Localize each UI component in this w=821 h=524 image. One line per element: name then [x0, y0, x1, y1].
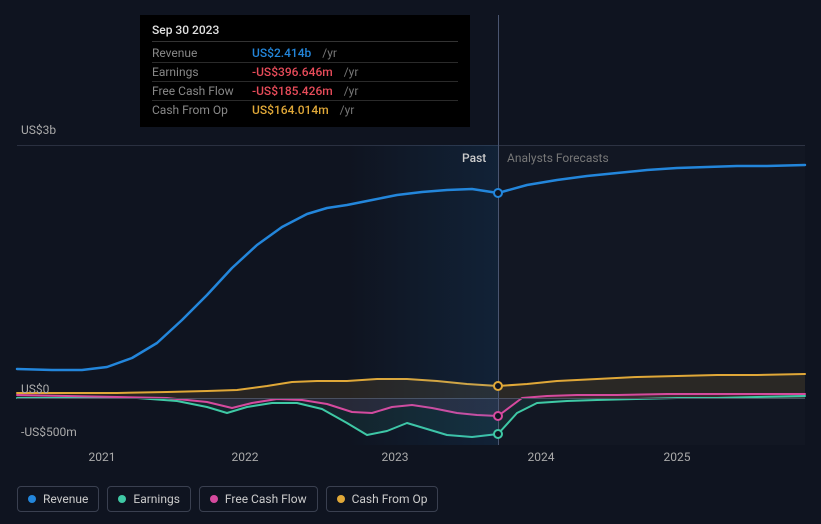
tooltip-unit: /yr	[344, 65, 359, 79]
tooltip-value: -US$185.426m	[252, 84, 333, 98]
cursor-marker-cfo	[493, 381, 503, 391]
tooltip-value: US$2.414b	[252, 46, 311, 60]
legend-item-revenue[interactable]: Revenue	[17, 486, 99, 512]
financials-chart: US$3b US$0 -US$500m 2021 2022 2023 2024 2025 P…	[0, 0, 821, 524]
legend-item-earnings[interactable]: Earnings	[107, 486, 191, 512]
x-tick-label: 2024	[528, 450, 555, 464]
tooltip-row-revenue: Revenue US$2.414b/yr	[152, 44, 458, 63]
tooltip-label: Free Cash Flow	[152, 84, 244, 98]
past-section-label: Past	[462, 151, 486, 165]
legend-dot-icon	[337, 495, 345, 503]
cursor-marker-revenue	[493, 188, 503, 198]
tooltip-value: -US$396.646m	[252, 65, 333, 79]
tooltip-label: Earnings	[152, 65, 244, 79]
legend-label: Revenue	[43, 492, 88, 506]
tooltip-row-cfo: Cash From Op US$164.014m/yr	[152, 101, 458, 119]
y-tick-label: -US$500m	[21, 425, 77, 439]
y-tick-label: US$3b	[21, 123, 56, 137]
legend-item-fcf[interactable]: Free Cash Flow	[199, 486, 318, 512]
tooltip-date: Sep 30 2023	[152, 23, 458, 42]
cursor-highlight-gradient	[348, 145, 498, 445]
forecast-section-label: Analysts Forecasts	[507, 151, 609, 165]
x-tick-label: 2023	[382, 450, 409, 464]
tooltip-label: Cash From Op	[152, 103, 244, 117]
hover-tooltip: Sep 30 2023 Revenue US$2.414b/yr Earnings-…	[140, 15, 470, 127]
cursor-marker-earnings	[493, 429, 503, 439]
x-tick-label: 2021	[89, 450, 116, 464]
legend-label: Free Cash Flow	[225, 492, 307, 506]
tooltip-unit: /yr	[340, 103, 355, 117]
tooltip-unit: /yr	[322, 46, 337, 60]
tooltip-unit: /yr	[344, 84, 359, 98]
cursor-marker-fcf	[493, 411, 503, 421]
legend-dot-icon	[28, 495, 36, 503]
tooltip-row-earnings: Earnings -US$396.646m/yr	[152, 63, 458, 82]
x-tick-label: 2025	[664, 450, 691, 464]
legend-label: Earnings	[133, 492, 180, 506]
tooltip-label: Revenue	[152, 46, 244, 60]
legend-item-cfo[interactable]: Cash From Op	[326, 486, 439, 512]
legend: Revenue Earnings Free Cash Flow Cash From O…	[17, 486, 438, 512]
tooltip-row-fcf: Free Cash Flow -US$185.426m/yr	[152, 82, 458, 101]
x-tick-label: 2022	[232, 450, 259, 464]
tooltip-value: US$164.014m	[252, 103, 329, 117]
legend-dot-icon	[118, 495, 126, 503]
legend-label: Cash From Op	[352, 492, 428, 506]
legend-dot-icon	[210, 495, 218, 503]
y-tick-label: US$0	[21, 382, 49, 396]
